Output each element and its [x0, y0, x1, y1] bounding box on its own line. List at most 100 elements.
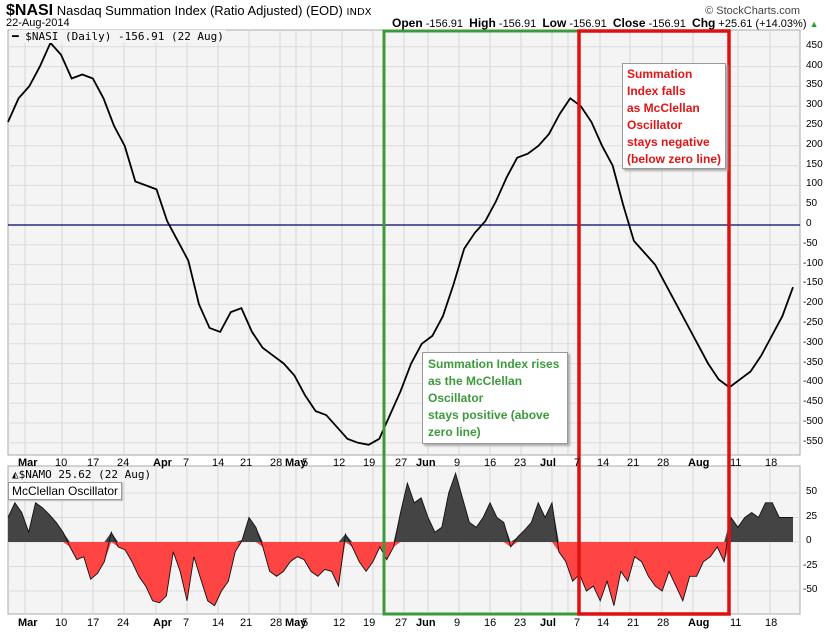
top-legend: ━ $NASI (Daily) -156.91 (22 Aug)	[10, 30, 226, 43]
x-tick-label: 11	[730, 457, 742, 469]
annotation-line: as the McClellan	[428, 374, 523, 388]
x-tick-label: 7	[574, 457, 581, 469]
y-tick-label: 50	[806, 486, 818, 497]
annotation-line: Oscillator	[627, 118, 683, 132]
copyright: © StockCharts.com	[705, 5, 800, 17]
high-value: -156.91	[498, 18, 537, 30]
x-tick-label: 12	[333, 457, 346, 469]
x-tick-label: Jun	[416, 617, 436, 629]
y-tick-label: -300	[803, 336, 824, 348]
x-tick-label: 17	[87, 457, 100, 469]
x-tick-label: Mar	[18, 617, 38, 629]
y-tick-label: 450	[806, 39, 823, 51]
x-tick-label: 23	[514, 457, 527, 469]
x-tick-label: 24	[117, 617, 130, 629]
y-tick-label: -50	[803, 584, 818, 595]
x-tick-label: 7	[183, 617, 190, 629]
y-tick-label: 0	[806, 218, 812, 229]
x-tick-label: 28	[657, 457, 670, 469]
annotation-line: Oscillator	[428, 391, 484, 405]
annotation-line: Summation	[627, 67, 693, 81]
close-value: -156.91	[648, 18, 686, 30]
bottom-legend: ◭$NAMO 25.62 (22 Aug)	[10, 468, 154, 481]
y-tick-label: 250	[806, 119, 823, 130]
x-tick-label: 16	[484, 617, 497, 629]
x-tick-label: 21	[627, 457, 640, 469]
y-tick-label: 25	[806, 510, 818, 522]
x-tick-label: Jul	[540, 457, 556, 469]
chg-label: Chg	[692, 16, 716, 30]
x-tick-label: Aug	[688, 617, 710, 629]
x-tick-label: 18	[765, 457, 778, 469]
x-tick-label: 14	[597, 457, 610, 469]
x-tick-label: 11	[730, 617, 742, 629]
x-tick-label: 10	[55, 617, 68, 629]
x-tick-label: Aug	[688, 457, 710, 469]
low-value: -156.91	[569, 18, 607, 30]
x-tick-label: 5	[302, 617, 309, 629]
x-tick-label: 23	[514, 617, 527, 629]
chg-value: +25.61 (+14.03%)	[718, 18, 807, 30]
x-tick-label: 5	[302, 457, 309, 469]
close-label: Close	[612, 16, 646, 30]
annotation-line: zero line)	[428, 425, 481, 439]
y-tick-label: 400	[806, 59, 823, 71]
y-tick-label: -450	[803, 396, 824, 408]
symbol: $NASI	[6, 2, 54, 19]
annotation-line: (below zero line)	[627, 152, 722, 166]
annotation-line: Summation Index rises	[428, 357, 560, 371]
y-tick-label: -50	[803, 237, 818, 249]
open-label: Open	[392, 16, 423, 30]
x-tick-label: 17	[87, 617, 100, 629]
y-tick-label: 200	[806, 138, 823, 150]
y-tick-label: -100	[803, 257, 824, 269]
x-tick-label: Mar	[18, 457, 38, 469]
x-tick-label: 28	[657, 617, 670, 629]
x-tick-label: Jul	[540, 617, 556, 629]
ohlc-bar: Open -156.91 High -156.91 Low -156.91 Cl…	[392, 16, 818, 30]
y-tick-label: -250	[803, 317, 824, 328]
oscillator-label: McClellan Oscillator	[8, 482, 123, 500]
y-tick-label: -550	[803, 435, 824, 447]
x-tick-label: 9	[454, 617, 461, 629]
y-tick-label: -200	[803, 297, 824, 309]
x-tick-label: 19	[363, 457, 376, 469]
x-tick-label: 10	[55, 457, 68, 469]
x-tick-label: 27	[395, 617, 408, 629]
x-tick-label: 18	[765, 617, 778, 629]
x-tick-label: 19	[363, 617, 376, 629]
x-tick-label: 28	[270, 617, 283, 629]
x-tick-label: 28	[270, 457, 283, 469]
annotation-line: stays positive (above	[428, 408, 550, 422]
bottom-legend-text: $NAMO 25.62 (22 Aug)	[18, 468, 152, 481]
chart-date: 22-Aug-2014	[6, 17, 70, 29]
x-tick-label: 7	[183, 457, 190, 469]
y-tick-label: 150	[806, 158, 823, 170]
x-tick-label: 16	[484, 457, 497, 469]
x-tick-label: May	[285, 617, 307, 629]
x-tick-label: 14	[212, 457, 225, 469]
annotation-green: Summation Index rises as the McClellan O…	[422, 352, 568, 444]
chart-title: $NASI Nasdaq Summation Index (Ratio Adju…	[6, 2, 372, 20]
x-tick-label: 14	[212, 617, 225, 629]
up-triangle-icon: ▲	[809, 19, 819, 29]
annotation-line: Index falls	[627, 84, 686, 98]
x-tick-label: 27	[395, 457, 408, 469]
y-tick-label: -150	[803, 277, 824, 289]
exchange: INDX	[346, 7, 372, 18]
annotation-line: as McClellan	[627, 101, 700, 115]
x-tick-label: 9	[454, 457, 461, 469]
x-tick-label: 21	[240, 617, 253, 629]
annotation-red: Summation Index falls as McClellan Oscil…	[622, 63, 726, 169]
low-label: Low	[542, 16, 567, 30]
y-tick-label: 50	[806, 198, 818, 210]
x-tick-label: 21	[240, 457, 253, 469]
y-tick-label: 0	[806, 535, 812, 546]
x-tick-label: Apr	[153, 457, 172, 469]
top-legend-text: $NASI (Daily) -156.91 (22 Aug)	[25, 30, 224, 43]
y-tick-label: -350	[803, 356, 824, 368]
high-label: High	[469, 16, 496, 30]
x-tick-label: Apr	[153, 617, 172, 629]
y-tick-label: -400	[803, 376, 824, 388]
y-tick-label: 300	[806, 99, 823, 111]
